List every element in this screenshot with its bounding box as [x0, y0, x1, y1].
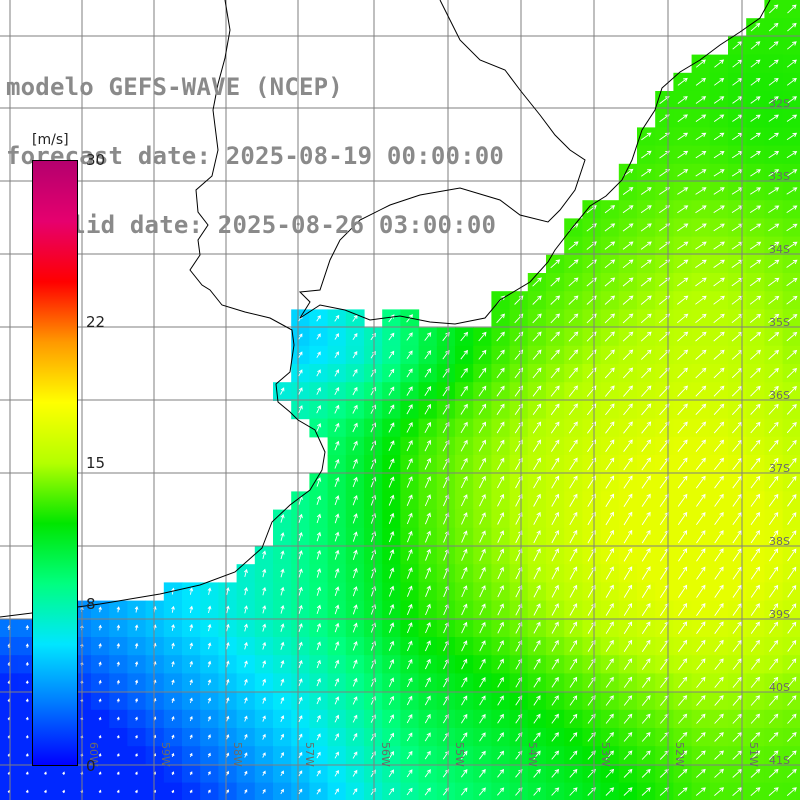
- colorbar-tick-label: 22: [86, 312, 106, 331]
- latitude-label: 32S: [769, 97, 790, 110]
- longitude-label: 51W: [747, 742, 760, 767]
- longitude-label: 54W: [526, 742, 539, 767]
- latitude-label: 33S: [769, 170, 790, 183]
- valid-date: valid date: 2025-08-26 03:00:00: [42, 211, 497, 239]
- longitude-label: 58W: [231, 742, 244, 767]
- border-line: [298, 0, 586, 319]
- colorbar-units: [m/s]: [32, 132, 69, 148]
- latitude-label: 39S: [769, 608, 790, 621]
- colorbar: [32, 160, 78, 766]
- latitude-label: 38S: [769, 535, 790, 548]
- latitude-label: 40S: [769, 681, 790, 694]
- colorbar-tick-label: 30: [86, 151, 106, 169]
- latitude-label: 37S: [769, 462, 790, 475]
- latitude-label: 41S: [769, 754, 790, 767]
- colorbar-tick-label: 0: [86, 757, 96, 775]
- latitude-label: 36S: [769, 389, 790, 402]
- latitude-label: 35S: [769, 316, 790, 329]
- longitude-label: 60W: [87, 742, 100, 767]
- colorbar-tick-label: 8: [86, 595, 96, 614]
- coastline-south: [0, 0, 326, 618]
- longitude-label: 59W: [159, 742, 172, 767]
- longitude-label: 52W: [673, 742, 686, 767]
- coastline-north: [299, 0, 771, 325]
- model-title: modelo GEFS-WAVE (NCEP): [6, 73, 343, 101]
- longitude-label: 53W: [599, 742, 612, 767]
- map-title: modelo GEFS-WAVE (NCEP) forecast date: 2…: [6, 30, 504, 260]
- colorbar-tick-label: 15: [86, 454, 106, 472]
- latitude-label: 34S: [769, 243, 790, 256]
- longitude-label: 56W: [379, 742, 392, 767]
- longitude-label: 55W: [453, 742, 466, 767]
- forecast-date: forecast date: 2025-08-19 00:00:00: [6, 142, 505, 170]
- longitude-label: 57W: [303, 742, 316, 767]
